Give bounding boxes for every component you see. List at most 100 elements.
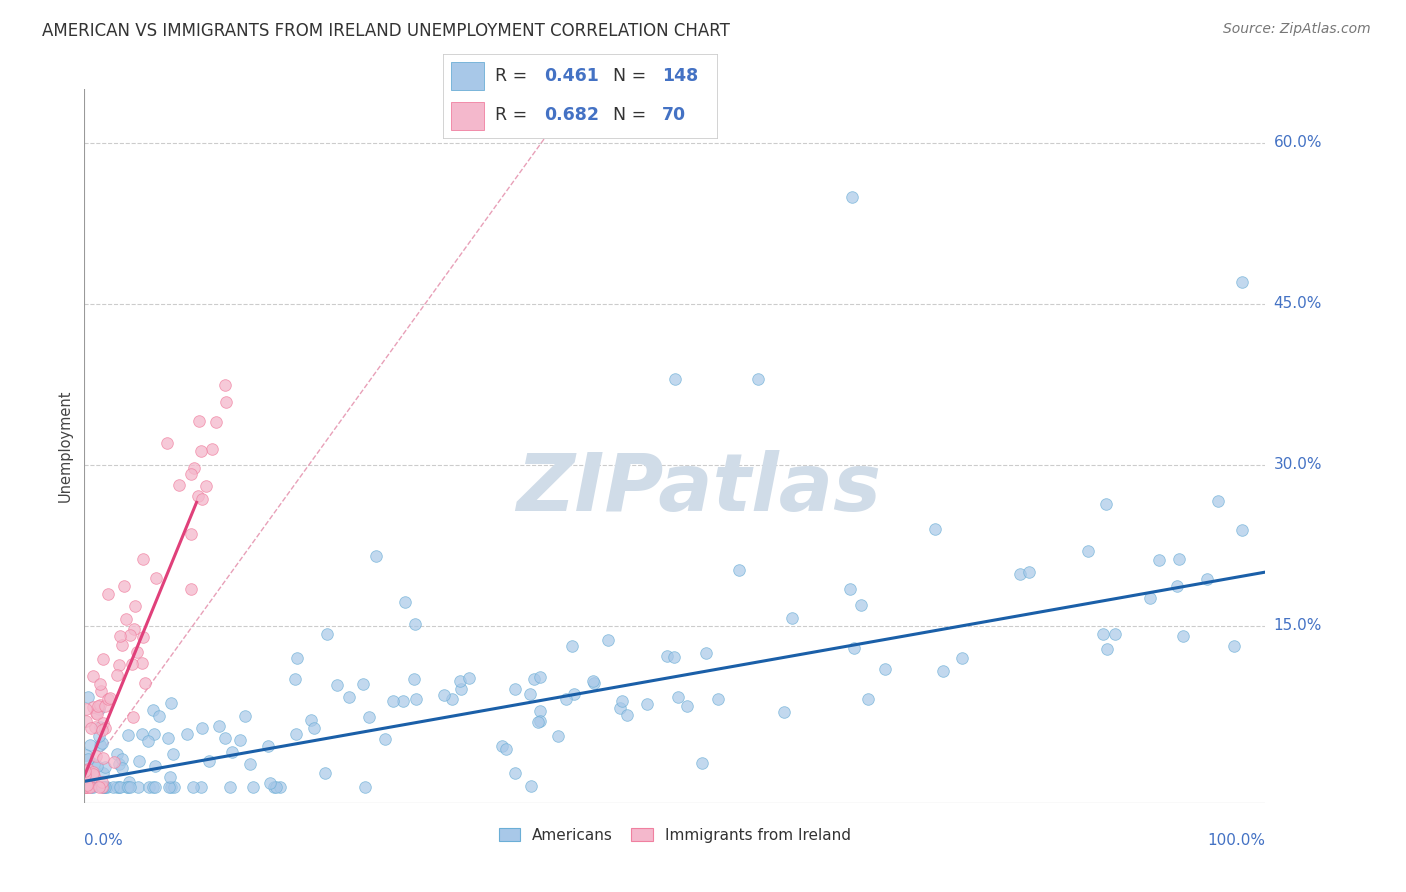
Point — [162, 747, 184, 761]
Point — [382, 694, 405, 708]
Point — [1139, 591, 1161, 605]
Point — [519, 687, 541, 701]
Point — [257, 739, 280, 754]
Point — [136, 733, 159, 747]
Point — [284, 672, 307, 686]
Point — [142, 703, 165, 717]
Point — [143, 780, 166, 794]
Point — [122, 622, 145, 636]
Point — [111, 761, 134, 775]
Point — [117, 780, 139, 794]
Point — [134, 676, 156, 690]
Point — [80, 780, 103, 794]
Text: 0.461: 0.461 — [544, 68, 599, 86]
Legend: Americans, Immigrants from Ireland: Americans, Immigrants from Ireland — [492, 822, 858, 848]
Point — [180, 467, 202, 482]
Point — [77, 780, 100, 794]
Point — [83, 769, 105, 783]
Text: 60.0%: 60.0% — [1274, 136, 1322, 151]
Point — [167, 478, 190, 492]
Point — [105, 780, 128, 794]
Point — [121, 657, 143, 671]
Point — [666, 690, 689, 705]
Point — [1008, 567, 1031, 582]
Y-axis label: Unemployment: Unemployment — [58, 390, 73, 502]
Point — [132, 631, 155, 645]
Point — [91, 780, 114, 794]
Point — [242, 780, 264, 794]
Point — [82, 699, 104, 714]
Point — [218, 780, 240, 794]
Point — [394, 595, 416, 609]
Point — [73, 768, 96, 782]
Point — [187, 414, 209, 428]
Point — [132, 552, 155, 566]
Point — [131, 727, 153, 741]
Point — [87, 702, 110, 716]
Point — [180, 582, 202, 596]
Point — [160, 696, 183, 710]
Point — [117, 728, 139, 742]
Point — [529, 670, 551, 684]
Point — [844, 640, 866, 655]
Point — [89, 698, 111, 712]
Point — [87, 699, 110, 714]
Point — [1092, 626, 1115, 640]
Text: 15.0%: 15.0% — [1274, 618, 1322, 633]
Text: 0.682: 0.682 — [544, 106, 599, 124]
Point — [108, 630, 131, 644]
Point — [127, 780, 149, 794]
Point — [695, 646, 717, 660]
Point — [315, 627, 337, 641]
Point — [89, 676, 111, 690]
Point — [183, 460, 205, 475]
Point — [458, 671, 481, 685]
Point — [93, 751, 115, 765]
Point — [433, 688, 456, 702]
Point — [662, 649, 685, 664]
Point — [931, 664, 953, 678]
Point — [214, 731, 236, 745]
Point — [75, 714, 97, 728]
Point — [547, 729, 569, 743]
Point — [503, 681, 526, 696]
Point — [747, 372, 769, 386]
Point — [364, 549, 387, 563]
Text: N =: N = — [613, 68, 651, 86]
Point — [91, 780, 114, 794]
Point — [108, 780, 131, 794]
Point — [728, 563, 751, 577]
Point — [159, 770, 181, 784]
Point — [107, 780, 129, 794]
Point — [191, 492, 214, 507]
Point — [561, 639, 583, 653]
Point — [83, 757, 105, 772]
Point — [616, 708, 638, 723]
Point — [269, 780, 291, 794]
Point — [84, 720, 107, 734]
Point — [1018, 565, 1040, 579]
Point — [94, 780, 117, 794]
Point — [76, 752, 98, 766]
Point — [950, 651, 973, 665]
Point — [285, 651, 308, 665]
Point — [841, 189, 863, 203]
Point — [143, 759, 166, 773]
Point — [105, 668, 128, 682]
Point — [582, 674, 605, 689]
Point — [138, 780, 160, 794]
Point — [221, 745, 243, 759]
Point — [75, 780, 97, 794]
Point — [1095, 641, 1118, 656]
Point — [112, 579, 135, 593]
Point — [197, 754, 219, 768]
Point — [86, 749, 108, 764]
Point — [263, 780, 285, 794]
Point — [145, 571, 167, 585]
Point — [142, 726, 165, 740]
Point — [495, 742, 517, 756]
Point — [205, 415, 228, 429]
Point — [82, 669, 104, 683]
Point — [98, 691, 121, 706]
Point — [80, 721, 103, 735]
